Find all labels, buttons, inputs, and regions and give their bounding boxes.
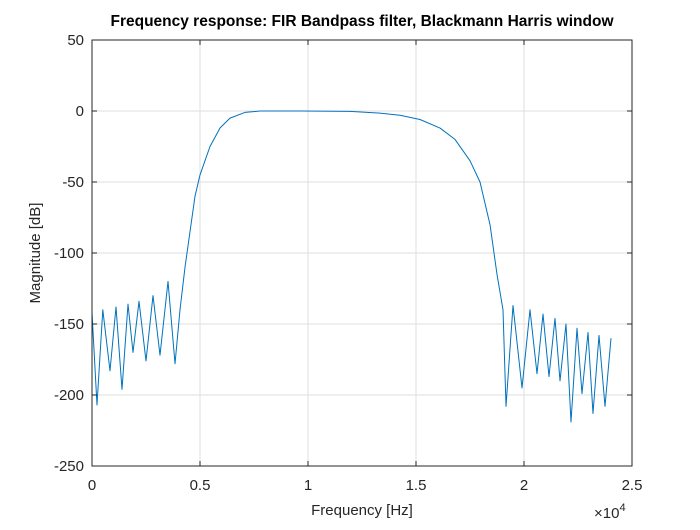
plot: [91, 110, 612, 423]
y-tick-label: 0: [76, 103, 84, 120]
x-tick-label: 1: [304, 477, 312, 494]
y-tick-label: -150: [54, 316, 84, 333]
chart-title: Frequency response: FIR Bandpass filter,…: [110, 13, 614, 30]
x-tick-label: 0.5: [190, 477, 211, 494]
line-series: [91, 110, 612, 423]
x-multiplier-base: ×10: [594, 505, 619, 522]
y-tick-label: -200: [54, 387, 84, 404]
ticks: 0 0.5 1 1.5 2 2.5 -250 -200 -150 -100 -50 0 50: [54, 32, 642, 494]
y-axis-label: Magnitude [dB]: [27, 203, 44, 304]
y-tick-label: -250: [54, 458, 84, 475]
x-tick-label: 2.5: [622, 477, 643, 494]
y-tick-label: 50: [67, 32, 84, 49]
x-tick-label: 0: [88, 477, 96, 494]
x-axis-label: Frequency [Hz]: [311, 502, 413, 519]
x-tick-label: 1.5: [406, 477, 427, 494]
x-multiplier-exponent: 4: [619, 502, 625, 514]
y-tick-label: -50: [62, 174, 84, 191]
x-multiplier: ×104: [594, 502, 626, 522]
x-tick-label: 2: [520, 477, 528, 494]
y-tick-label: -100: [54, 245, 84, 262]
